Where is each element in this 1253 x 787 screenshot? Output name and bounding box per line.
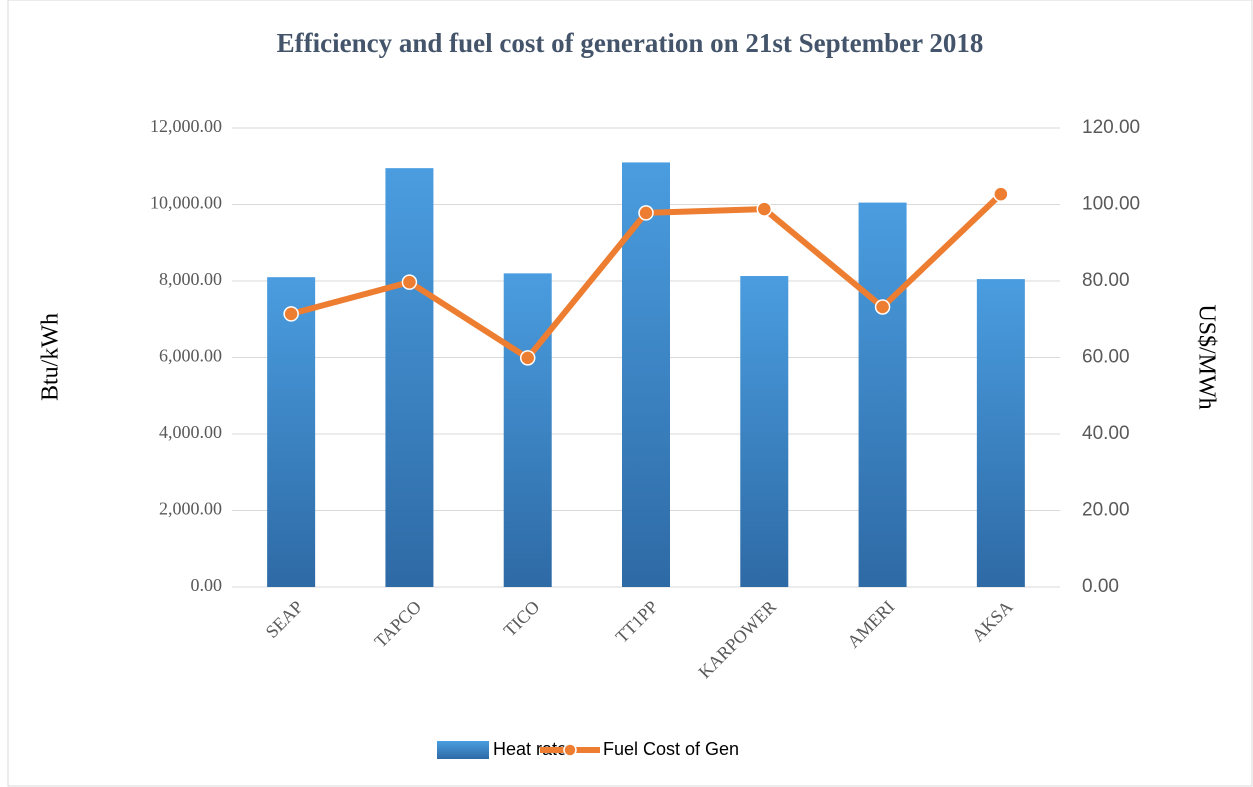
line-marker — [401, 274, 418, 290]
bar — [976, 279, 1025, 587]
y-tick-label: 12,000.00 — [150, 116, 222, 136]
line-marker — [638, 205, 654, 221]
bar — [385, 168, 434, 587]
y2-tick-label: 80.00 — [1082, 270, 1130, 291]
y2-tick-label: 60.00 — [1082, 347, 1130, 368]
legend-label: Fuel Cost of Gen — [603, 739, 739, 759]
line-marker — [874, 299, 891, 315]
y2-tick-label: 40.00 — [1082, 423, 1130, 444]
y-axis-title: Btu/kWh — [38, 313, 64, 401]
line-marker — [519, 350, 536, 366]
legend-swatch — [563, 743, 577, 757]
y-tick-label: 2,000.00 — [159, 499, 222, 519]
chart-title: Efficiency and fuel cost of generation o… — [277, 28, 984, 58]
line-marker — [756, 201, 773, 217]
line-marker — [993, 186, 1009, 202]
bar — [503, 273, 552, 587]
bar — [740, 276, 789, 587]
y2-tick-label: 0.00 — [1082, 576, 1119, 597]
y-tick-label: 10,000.00 — [150, 193, 222, 213]
bar — [858, 202, 907, 587]
y-tick-label: 8,000.00 — [159, 269, 222, 289]
y-tick-label: 6,000.00 — [159, 346, 222, 366]
bar — [267, 277, 316, 587]
line-marker — [283, 306, 299, 322]
y-tick-label: 4,000.00 — [159, 422, 222, 442]
y-tick-label: 0.00 — [191, 575, 223, 595]
y2-tick-label: 20.00 — [1082, 500, 1130, 521]
bar — [622, 162, 670, 588]
legend-swatch — [437, 741, 489, 759]
legend-label: Heat rate — [493, 739, 567, 759]
y2-axis-title: US$/MWh — [1193, 304, 1219, 409]
y2-tick-label: 120.00 — [1082, 117, 1140, 138]
y2-tick-label: 100.00 — [1082, 194, 1140, 215]
